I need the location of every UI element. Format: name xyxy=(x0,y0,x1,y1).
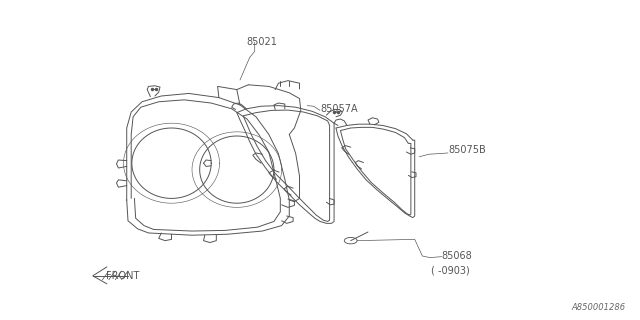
Text: 85057A: 85057A xyxy=(320,104,358,114)
Text: 85075B: 85075B xyxy=(448,145,486,156)
Text: FRONT: FRONT xyxy=(106,271,139,281)
Text: A850001286: A850001286 xyxy=(572,303,626,312)
Text: 85021: 85021 xyxy=(246,36,277,47)
Text: ( -0903): ( -0903) xyxy=(431,265,470,276)
Text: 85068: 85068 xyxy=(442,251,472,261)
